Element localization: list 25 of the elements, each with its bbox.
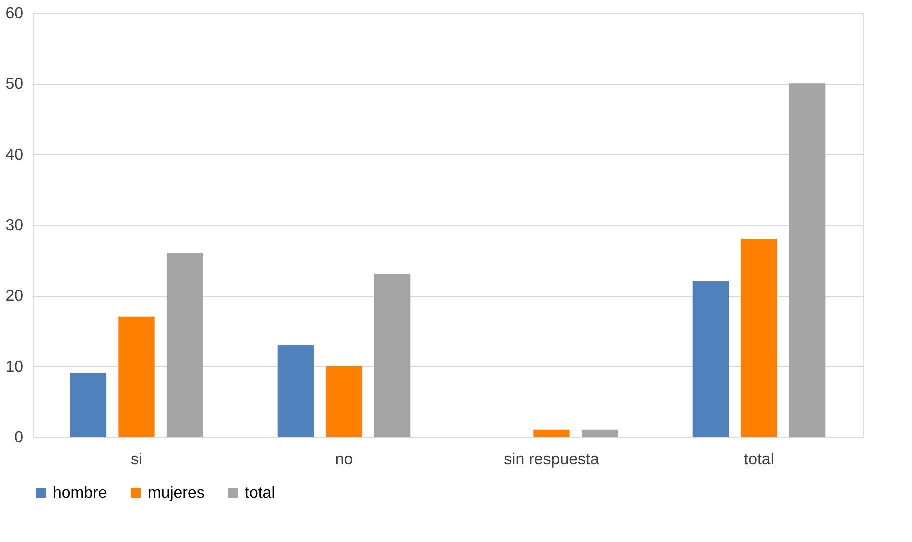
bar [374,274,411,437]
bar [278,345,314,437]
bar [789,84,826,437]
y-tick-label: 30 [6,218,24,234]
y-tick-label: 0 [14,430,24,446]
x-tick-label: si [130,452,143,468]
bar [582,430,618,437]
legend-label: hombre [53,485,108,502]
bar [326,366,362,437]
bar [534,430,570,437]
x-tick-label: no [335,452,354,468]
x-tick-label: sin respuesta [504,452,600,468]
y-tick-label: 50 [6,76,24,94]
bar [70,373,107,437]
legend-label: mujeres [148,485,205,502]
y-tick-label: 40 [6,146,24,164]
legend-label: total [245,485,276,502]
y-tick-label: 60 [6,6,24,22]
y-tick-label: 10 [6,358,24,376]
x-tick-label: total [744,452,774,468]
y-tick-label: 20 [6,288,24,306]
bar [118,316,155,437]
bar [741,239,778,437]
bar [692,282,730,437]
bar [166,253,204,437]
